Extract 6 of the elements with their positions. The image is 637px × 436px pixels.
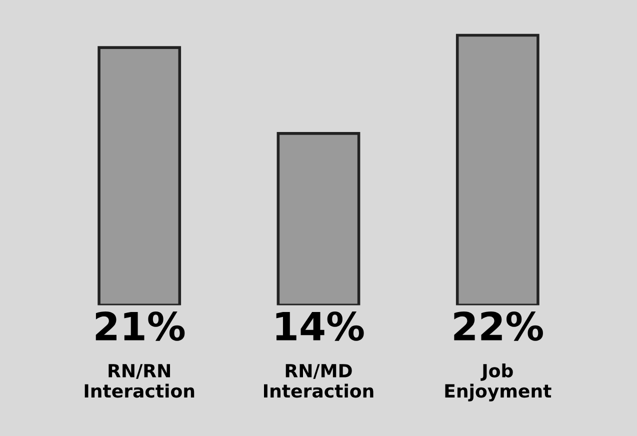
x-tick-label: RN/RN Interaction [84, 364, 194, 398]
data-label: 21% [96, 311, 185, 341]
data-label: 22% [454, 311, 543, 341]
x-tick-label: RN/MD Interaction [264, 364, 374, 398]
x-tick-label: Job Enjoyment [445, 364, 552, 402]
data-label: 14% [276, 311, 364, 341]
